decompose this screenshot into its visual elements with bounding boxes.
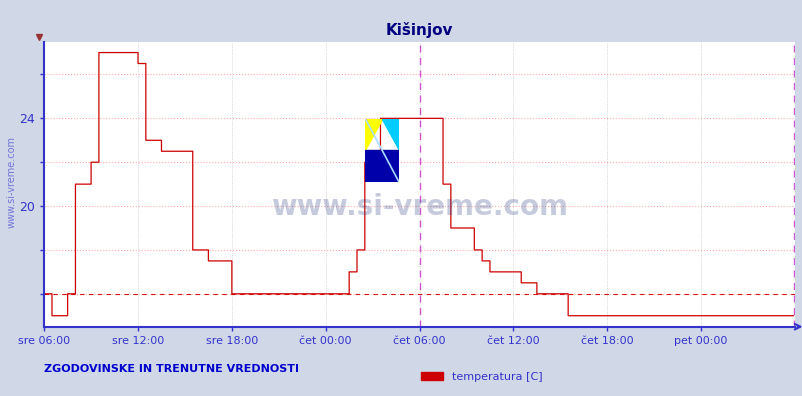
Legend: temperatura [C]: temperatura [C] — [416, 367, 546, 386]
Bar — [365, 150, 399, 182]
Title: Kišinjov: Kišinjov — [385, 22, 453, 38]
Text: www.si-vreme.com: www.si-vreme.com — [271, 193, 567, 221]
Polygon shape — [365, 119, 382, 150]
Text: www.si-vreme.com: www.si-vreme.com — [6, 136, 16, 228]
Text: ZGODOVINSKE IN TRENUTNE VREDNOSTI: ZGODOVINSKE IN TRENUTNE VREDNOSTI — [44, 364, 299, 374]
Polygon shape — [382, 119, 399, 150]
